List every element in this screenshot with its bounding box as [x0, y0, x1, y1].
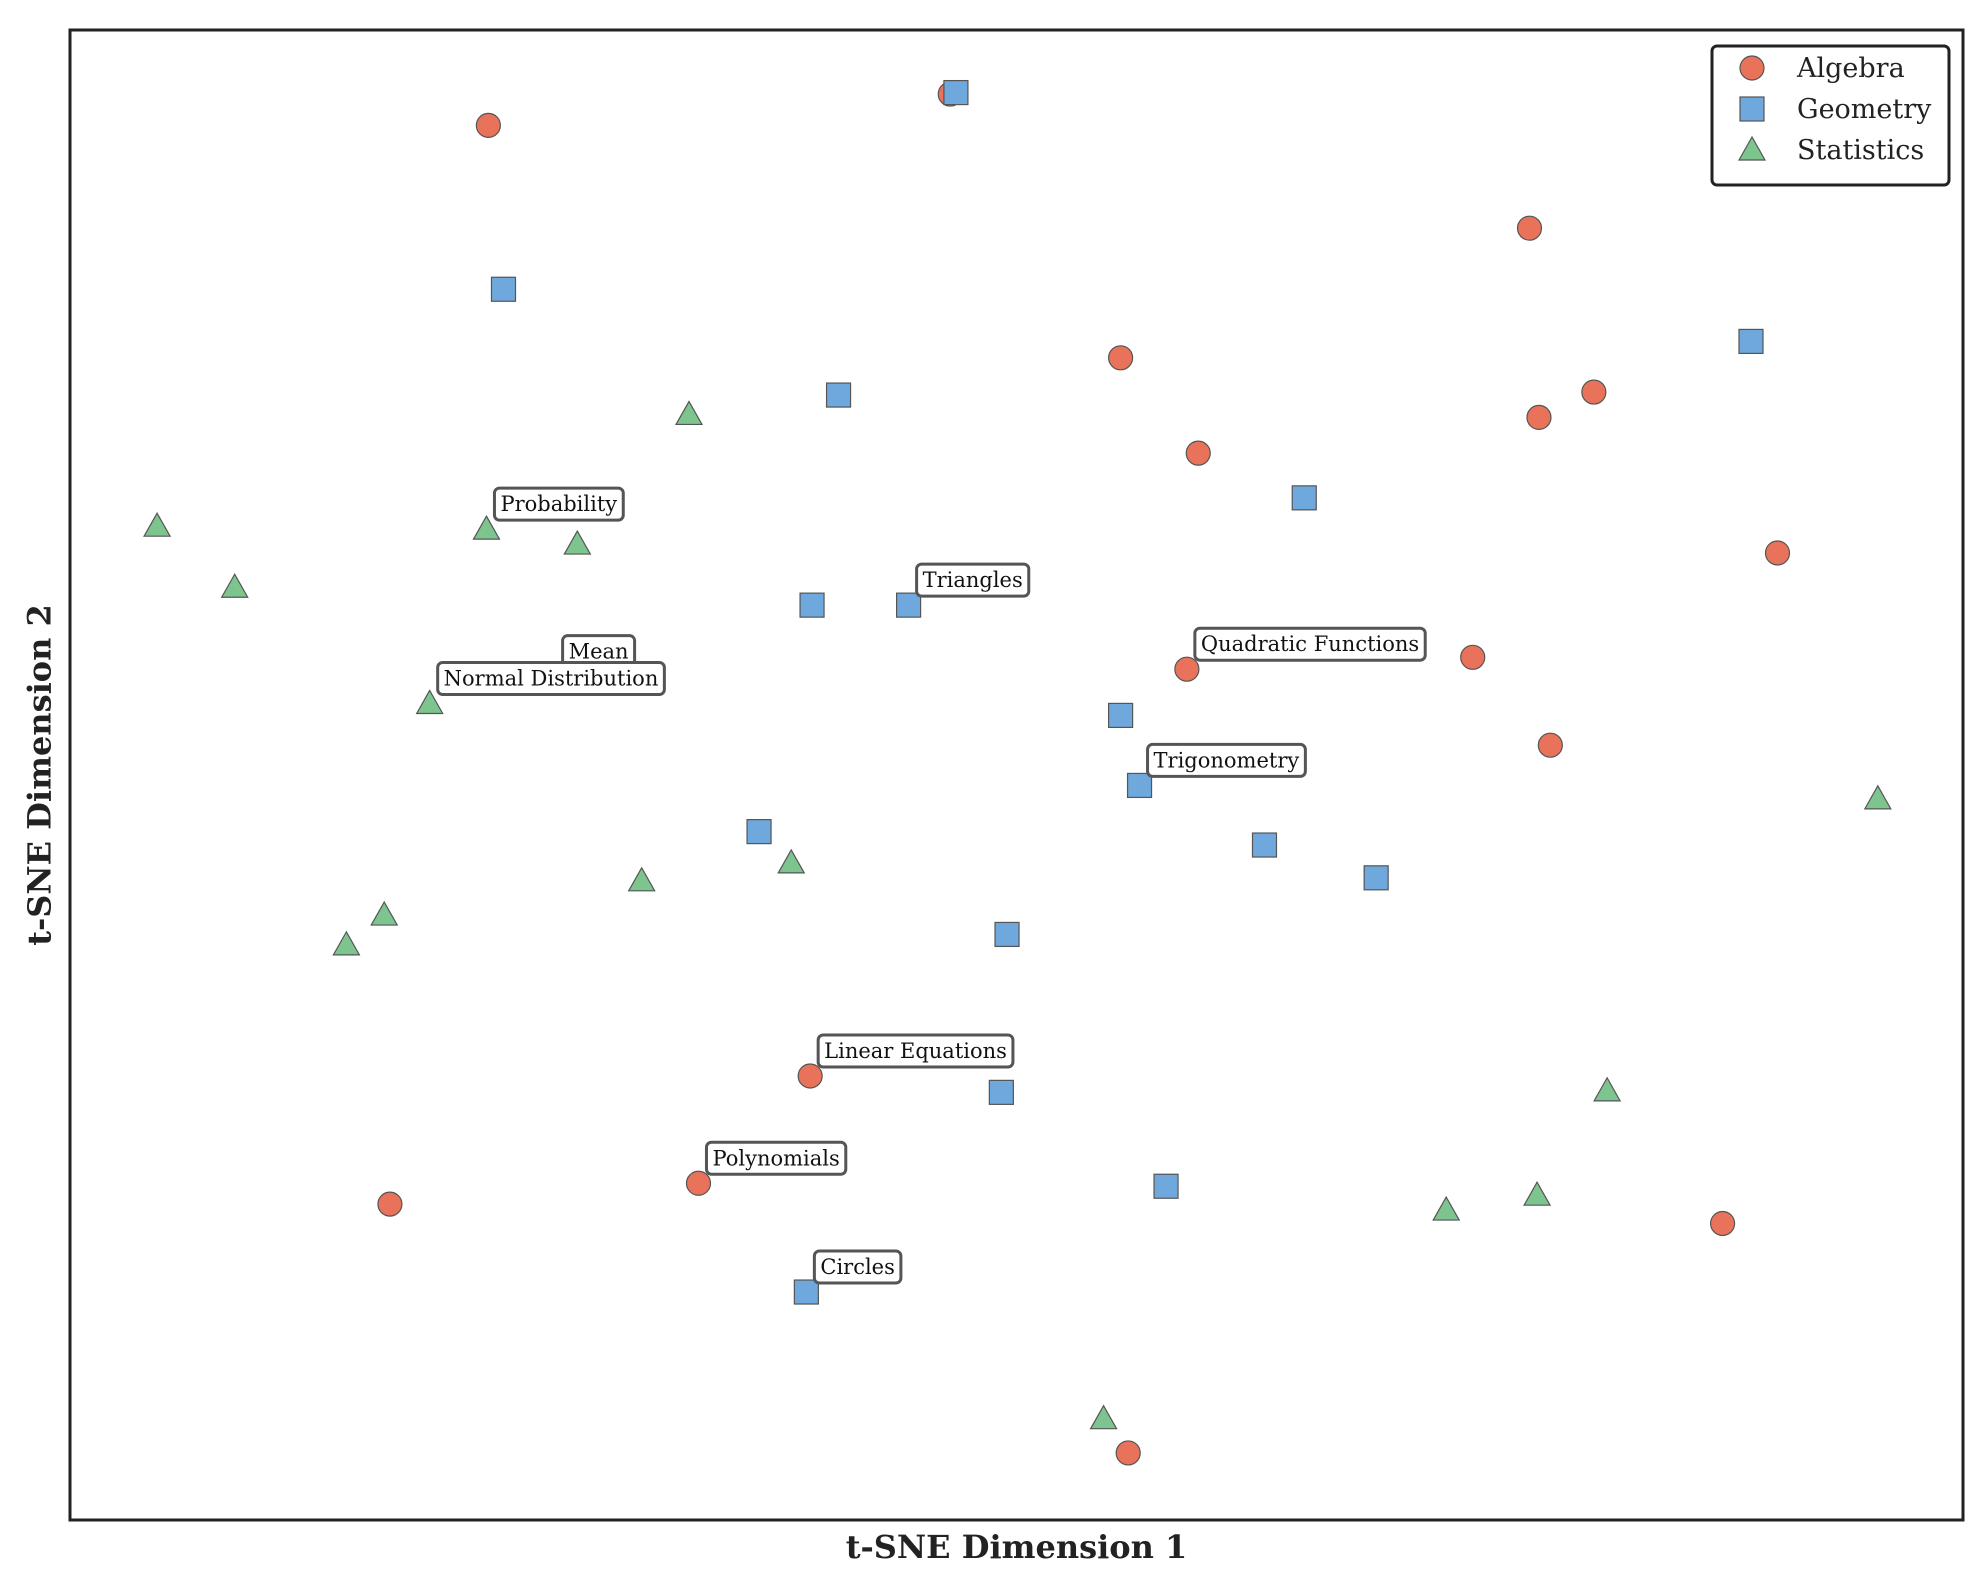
data-point-algebra: [1460, 644, 1486, 670]
data-point-geometry: [1291, 485, 1317, 511]
plot-area-frame: [68, 28, 1965, 1522]
data-point-statistics: [1089, 1404, 1118, 1430]
data-point-geometry: [1363, 865, 1389, 891]
data-point-geometry: [799, 592, 825, 618]
legend-marker-geometry: [1739, 96, 1765, 122]
data-point-geometry: [988, 1079, 1014, 1105]
data-point-algebra: [1709, 1210, 1736, 1237]
y-axis-label: t-SNE Dimension 2: [21, 604, 59, 946]
data-point-algebra: [1581, 379, 1607, 405]
data-point-algebra: [1526, 404, 1552, 430]
data-point-statistics: [143, 511, 172, 537]
data-point-algebra: [1108, 345, 1134, 371]
markers-layer: [143, 79, 1892, 1466]
data-point-algebra: [797, 1063, 823, 1089]
legend-label: Algebra: [1796, 53, 1905, 84]
data-point-statistics: [220, 573, 249, 598]
data-point-statistics: [777, 848, 806, 874]
legend-label: Statistics: [1797, 135, 1924, 166]
annotation-text: Linear Equations: [824, 1039, 1007, 1063]
annotation-label: Mean: [561, 634, 637, 670]
data-point-statistics: [563, 529, 592, 555]
annotation-text: Quadratic Functions: [1201, 632, 1419, 656]
legend-item-statistics: Statistics: [1737, 135, 1924, 166]
x-axis-label: t-SNE Dimension 1: [846, 1528, 1188, 1566]
legend-frame: [1710, 44, 1951, 187]
annotation-box: [1146, 742, 1307, 778]
annotation-text: Probability: [500, 492, 617, 516]
annotation-label: Probability: [492, 486, 625, 522]
legend-label: Geometry: [1797, 94, 1932, 125]
data-point-statistics: [1432, 1195, 1461, 1221]
annotation-box: [704, 1140, 848, 1176]
legend: Algebra Geometry Statistics: [1710, 44, 1951, 187]
annotation-text: Circles: [820, 1255, 895, 1279]
data-point-algebra: [475, 112, 501, 138]
data-point-algebra: [1516, 215, 1543, 241]
data-point-geometry: [943, 79, 969, 106]
data-point-statistics: [1523, 1180, 1552, 1206]
annotation-box: [436, 660, 666, 696]
data-point-geometry: [490, 276, 517, 302]
data-point-statistics: [627, 866, 656, 892]
data-point-algebra: [1764, 540, 1791, 566]
annotation-label: Linear Equations: [816, 1033, 1015, 1069]
data-point-statistics: [1593, 1076, 1622, 1102]
data-point-statistics: [332, 930, 361, 956]
data-point-algebra: [1537, 732, 1563, 758]
data-point-geometry: [994, 921, 1020, 948]
data-point-geometry: [1153, 1173, 1179, 1199]
annotation-label: Circles: [812, 1249, 903, 1285]
annotation-box: [816, 1033, 1015, 1069]
annotation-label: Polynomials: [704, 1140, 848, 1176]
annotation-text: Normal Distribution: [444, 666, 659, 690]
annotation-text: Mean: [569, 640, 629, 664]
data-point-algebra: [1174, 656, 1200, 682]
data-point-geometry: [1126, 772, 1153, 799]
annotation-label: Triangles: [915, 562, 1031, 598]
data-point-geometry: [1108, 702, 1134, 729]
data-point-algebra: [1185, 440, 1211, 466]
annotation-box: [812, 1249, 903, 1285]
data-point-algebra: [377, 1191, 403, 1217]
annotation-text: Trigonometry: [1154, 748, 1300, 772]
data-point-statistics: [370, 900, 399, 926]
data-point-geometry: [1251, 832, 1278, 858]
data-point-geometry: [895, 592, 922, 618]
annotation-label: Normal Distribution: [436, 660, 666, 696]
legend-item-algebra: Algebra: [1739, 53, 1905, 84]
data-point-statistics: [472, 514, 501, 540]
annotation-box: [915, 562, 1031, 598]
annotation-text: Polynomials: [712, 1146, 839, 1170]
data-point-algebra: [685, 1170, 712, 1196]
annotation-label: Trigonometry: [1146, 742, 1307, 778]
data-point-algebra: [1115, 1440, 1141, 1466]
legend-marker-algebra: [1739, 55, 1765, 81]
legend-item-geometry: Geometry: [1739, 94, 1932, 125]
data-point-statistics: [674, 400, 704, 426]
data-point-geometry: [825, 382, 852, 408]
annotation-label: Quadratic Functions: [1193, 626, 1427, 662]
data-point-geometry: [746, 819, 772, 845]
data-point-geometry: [793, 1279, 819, 1305]
data-point-statistics: [1863, 784, 1892, 810]
annotation-box: [1193, 626, 1427, 662]
legend-marker-statistics: [1737, 135, 1767, 161]
annotation-text: Triangles: [923, 568, 1023, 592]
data-point-geometry: [1738, 328, 1764, 355]
annotation-box: [492, 486, 625, 522]
data-point-statistics: [415, 689, 444, 715]
